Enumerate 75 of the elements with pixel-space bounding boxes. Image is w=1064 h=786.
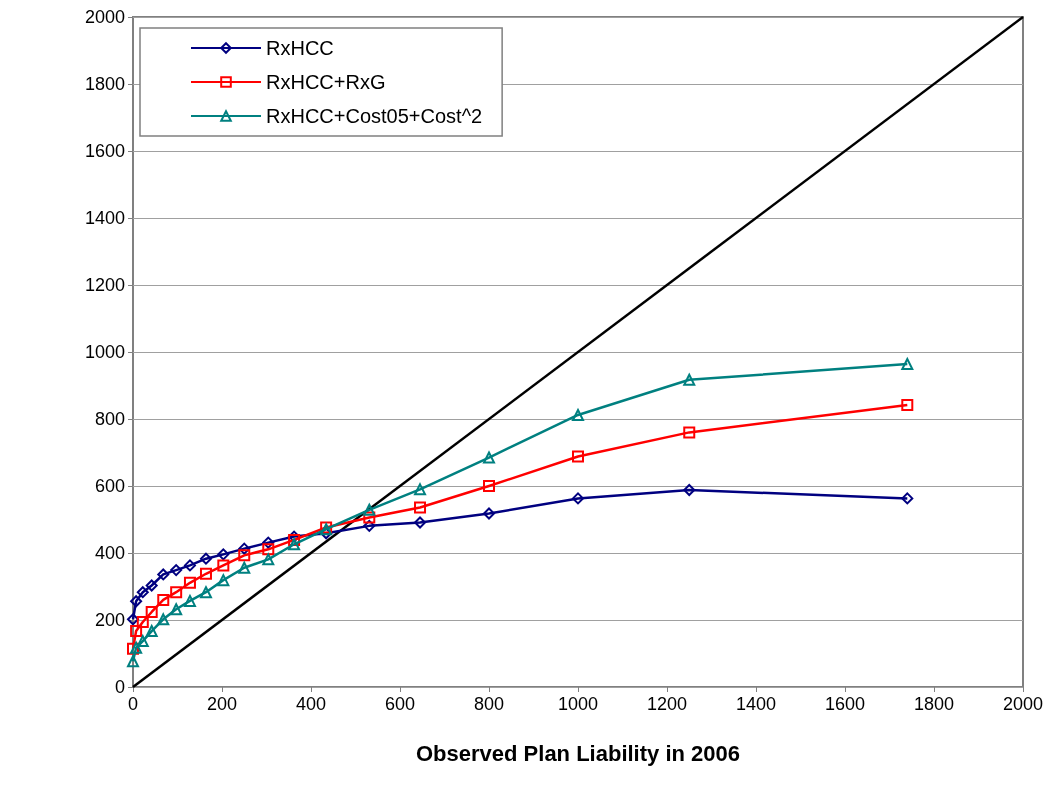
y-tick-label: 1600 [84, 141, 125, 161]
point [157, 568, 170, 581]
point [183, 559, 196, 572]
point [238, 549, 251, 562]
x-tick-label: 1000 [557, 694, 599, 714]
point [572, 492, 584, 505]
point [170, 603, 183, 616]
point [145, 605, 158, 618]
point [483, 480, 495, 492]
x-tick-label: 1400 [735, 694, 777, 714]
point [127, 642, 139, 655]
point [136, 586, 149, 599]
point [157, 593, 170, 606]
legend-label: RxHCC+Cost05+Cost^2 [266, 105, 483, 127]
point [183, 594, 196, 607]
point [572, 408, 584, 421]
point [157, 613, 170, 626]
point [262, 536, 275, 549]
point [363, 511, 376, 524]
x-tick-label: 2000 [1002, 694, 1044, 714]
y-tick-label: 1000 [84, 342, 125, 362]
point [130, 625, 143, 638]
x-axis-title: Observed Plan Liability in 2006 [415, 740, 741, 766]
point [199, 567, 212, 580]
x-tick-label: 1600 [824, 694, 866, 714]
x-tick-label: 400 [295, 694, 327, 714]
point [414, 483, 427, 496]
point [262, 543, 275, 556]
x-tick-label: 0 [127, 694, 139, 714]
y-tick-label: 1400 [84, 208, 125, 228]
point [130, 641, 143, 654]
point [262, 553, 275, 566]
point [901, 398, 914, 411]
point [483, 451, 495, 464]
point [145, 579, 158, 592]
point [683, 373, 696, 386]
point [572, 450, 584, 463]
point [363, 503, 376, 516]
y-tick-label: 0 [114, 677, 125, 697]
y-tick-label: 200 [94, 610, 125, 630]
point [288, 538, 301, 551]
legend-label: RxHCC [266, 37, 334, 59]
y-tick-label: 2000 [84, 7, 125, 27]
point [130, 595, 143, 608]
x-tick-label: 1200 [646, 694, 688, 714]
point [901, 492, 914, 505]
x-tick-label: 200 [206, 694, 238, 714]
y-tick-label: 400 [94, 543, 125, 563]
point [217, 548, 230, 561]
point [414, 516, 427, 529]
point [199, 586, 212, 599]
point [683, 426, 696, 439]
point [217, 574, 230, 587]
y-tick-label: 800 [94, 409, 125, 429]
point [199, 552, 212, 565]
point [127, 613, 139, 626]
point [170, 564, 183, 577]
y-tick-label: 1800 [84, 74, 125, 94]
y-tick-label: 1200 [84, 275, 125, 295]
point [363, 519, 376, 532]
point [217, 559, 230, 572]
y-tick-label: 600 [94, 476, 125, 496]
x-tick-label: 1800 [913, 694, 955, 714]
x-tick-label: 600 [384, 694, 416, 714]
point [683, 484, 696, 497]
point [238, 561, 251, 574]
point [238, 542, 251, 555]
point [170, 586, 183, 599]
point [136, 616, 149, 629]
point [183, 576, 196, 589]
point [483, 507, 495, 520]
point [127, 655, 139, 668]
point [414, 501, 427, 514]
legend-label: RxHCC+RxG [266, 71, 386, 93]
x-tick-label: 800 [473, 694, 505, 714]
